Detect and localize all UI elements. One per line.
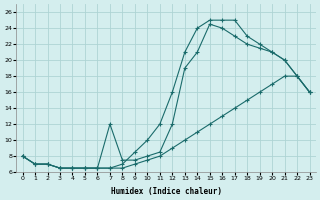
X-axis label: Humidex (Indice chaleur): Humidex (Indice chaleur) bbox=[111, 187, 221, 196]
